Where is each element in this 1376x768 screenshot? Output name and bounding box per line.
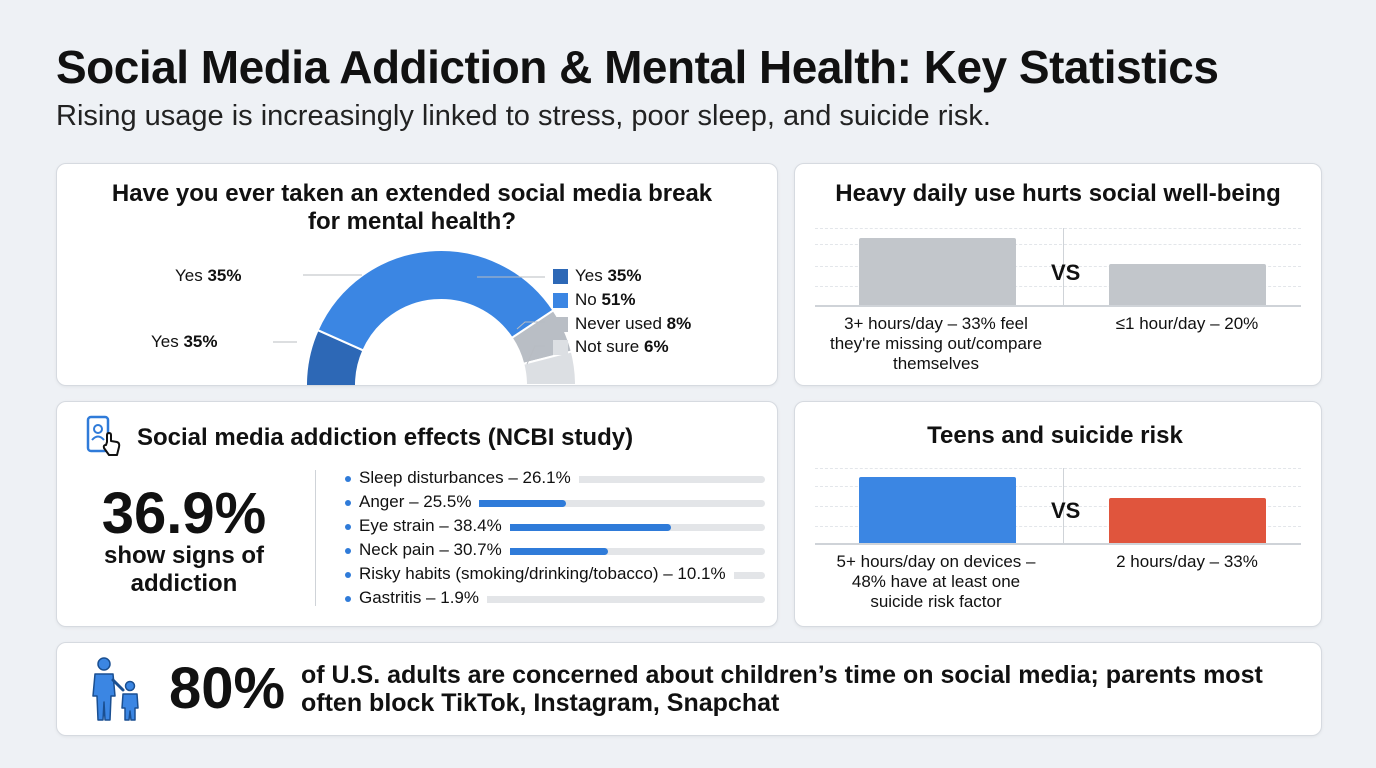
- addiction-caption-line2: addiction: [130, 570, 238, 597]
- grid-line: [815, 244, 1301, 245]
- chart-divider: [1063, 228, 1064, 306]
- donut-left-label-top-text: Yes: [175, 266, 208, 285]
- effect-bar-fill: [359, 524, 671, 531]
- effect-row: Sleep disturbances – 26.1%: [345, 468, 765, 490]
- legend-label-no: No: [575, 290, 597, 309]
- break-card-title: Have you ever taken an extended social m…: [57, 180, 767, 236]
- legend-item-not-sure: Not sure 6%: [553, 337, 669, 357]
- legend-value-never-used: 8%: [666, 314, 692, 333]
- effect-label: Anger – 25.5%: [359, 492, 480, 512]
- grid-line: [815, 486, 1301, 487]
- caption-5plus-hours-line2: 48% have at least one: [851, 572, 1021, 591]
- wellbeing-card-title: Heavy daily use hurts social well-being: [835, 180, 1281, 207]
- bullet-dot: [345, 476, 351, 482]
- break-card: Have you ever taken an extended social m…: [56, 163, 778, 386]
- concern-text: of U.S. adults are concerned about child…: [301, 661, 1263, 717]
- bullet-dot: [345, 572, 351, 578]
- caption-3plus-hours-line2: they're missing out/compare: [829, 334, 1043, 353]
- legend-swatch-never-used: [553, 316, 568, 332]
- legend-item-yes: Yes 35%: [553, 266, 642, 286]
- page-subtitle: Rising usage is increasingly linked to s…: [56, 100, 991, 132]
- donut-left-label-bottom: Yes 35%: [151, 332, 218, 352]
- effect-label: Eye strain – 38.4%: [359, 516, 510, 536]
- effects-card-title: Social media addiction effects (NCBI stu…: [137, 424, 634, 451]
- legend-swatch-no: [553, 292, 568, 308]
- break-card-title-line2: for mental health?: [307, 208, 517, 235]
- x-axis: [815, 305, 1301, 307]
- effect-label: Neck pain – 30.7%: [359, 540, 510, 560]
- donut-slice-not-sure: [522, 350, 578, 385]
- bullet-dot: [345, 524, 351, 530]
- effects-card: Social media addiction effects (NCBI stu…: [56, 401, 778, 627]
- vs-label: VS: [1051, 498, 1081, 523]
- caption-5plus-hours-line1: 5+ hours/day on devices –: [836, 552, 1036, 571]
- effect-row: Gastritis – 1.9%: [345, 588, 765, 610]
- effect-bar-track: [359, 524, 765, 531]
- bar-3plus-hours: [859, 237, 1016, 305]
- donut-slice-no: [316, 249, 555, 352]
- concern-percent: 80%: [169, 656, 286, 721]
- bottom-banner: 80% of U.S. adults are concerned about c…: [56, 642, 1322, 736]
- grid-line: [815, 526, 1301, 527]
- vs-label: VS: [1051, 260, 1081, 285]
- effects-divider: [315, 470, 316, 606]
- effect-row: Risky habits (smoking/drinking/tobacco) …: [345, 564, 765, 586]
- legend-item-no: No 51%: [553, 290, 636, 310]
- break-card-title-line1: Have you ever taken an extended social m…: [111, 180, 713, 207]
- donut-left-label-bottom-text: Yes: [151, 332, 184, 351]
- legend-value-not-sure: 6%: [643, 337, 669, 356]
- caption-5plus-hours: 5+ hours/day on devices – 48% have at le…: [805, 552, 1067, 612]
- bar-1-hour: [1109, 264, 1266, 305]
- caption-3plus-hours-line3: themselves: [893, 354, 979, 373]
- caption-1-hour: ≤1 hour/day – 20%: [1115, 314, 1259, 333]
- grid-line: [815, 228, 1301, 229]
- leader-line-notsure: [526, 345, 545, 365]
- concern-text-line1: of U.S. adults are concerned about child…: [301, 661, 1263, 689]
- concern-text-line2: often block TikTok, Instagram, Snapchat: [301, 689, 780, 717]
- bar-2-hours: [1109, 497, 1266, 543]
- page-title: Social Media Addiction & Mental Health: …: [56, 41, 1219, 93]
- effect-label: Sleep disturbances – 26.1%: [359, 468, 579, 488]
- bullet-dot: [345, 500, 351, 506]
- bar-5plus-hours: [859, 477, 1016, 543]
- bullet-dot: [345, 548, 351, 554]
- legend-swatch-yes: [553, 268, 568, 284]
- addiction-caption: show signs of addiction: [57, 542, 311, 598]
- donut-left-label-top: Yes 35%: [175, 266, 242, 286]
- caption-3plus-hours: 3+ hours/day – 33% feel they're missing …: [805, 314, 1067, 374]
- caption-2-hours: 2 hours/day – 33%: [1116, 552, 1258, 571]
- wellbeing-card: Heavy daily use hurts social well-being …: [794, 163, 1322, 386]
- donut-left-label-bottom-value: 35%: [183, 332, 218, 351]
- grid-line: [815, 266, 1301, 267]
- grid-line: [815, 286, 1301, 287]
- legend-label-not-sure: Not sure: [575, 337, 640, 356]
- suicide-card: Teens and suicide risk VS 5+ hours/day o…: [794, 401, 1322, 627]
- caption-3plus-hours-line1: 3+ hours/day – 33% feel: [844, 314, 1028, 333]
- chart-divider: [1063, 468, 1064, 544]
- legend-item-never-used: Never used 8%: [553, 314, 691, 334]
- bullet-dot: [345, 596, 351, 602]
- effect-label: Gastritis – 1.9%: [359, 588, 487, 608]
- legend-label-yes: Yes: [575, 266, 603, 285]
- legend-value-no: 51%: [601, 290, 636, 309]
- addiction-caption-line1: show signs of: [103, 542, 264, 569]
- effect-label: Risky habits (smoking/drinking/tobacco) …: [359, 564, 734, 584]
- effect-row: Anger – 25.5%: [345, 492, 765, 514]
- grid-line: [815, 468, 1301, 469]
- legend-swatch-not-sure: [553, 339, 568, 355]
- effect-row: Neck pain – 30.7%: [345, 540, 765, 562]
- donut-left-label-top-value: 35%: [207, 266, 242, 285]
- suicide-card-title: Teens and suicide risk: [927, 422, 1183, 449]
- caption-5plus-hours-line3: suicide risk factor: [870, 592, 1002, 611]
- legend-value-yes: 35%: [607, 266, 642, 285]
- x-axis: [815, 543, 1301, 545]
- grid-line: [815, 506, 1301, 507]
- phone-touch-icon: [86, 415, 121, 456]
- leader-line-never: [516, 321, 545, 330]
- legend-label-never-used: Never used: [575, 314, 662, 333]
- addiction-percent: 36.9%: [101, 481, 267, 546]
- parent-child-icon: [92, 657, 139, 721]
- effect-row: Eye strain – 38.4%: [345, 516, 765, 538]
